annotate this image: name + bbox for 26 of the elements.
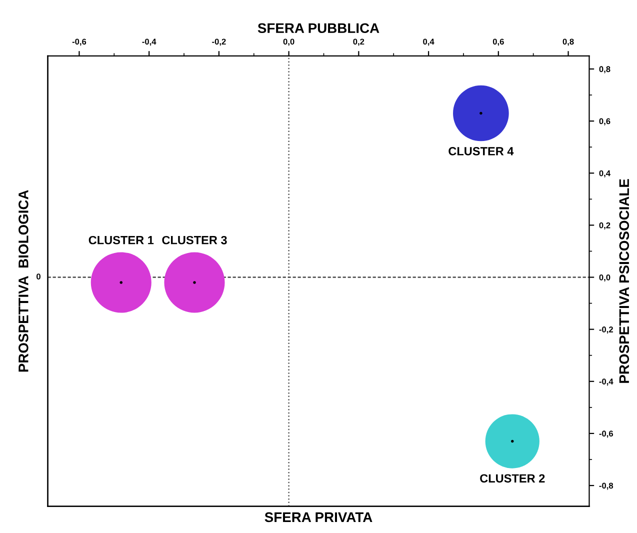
x-tick-label: 0,8: [562, 38, 574, 46]
x-tick-label: 0,2: [353, 38, 364, 46]
y-tick-label: -0,2: [599, 326, 613, 334]
series-label: CLUSTER 4: [448, 147, 514, 156]
series-label: CLUSTER 2: [480, 474, 545, 483]
series-label: CLUSTER 1: [88, 236, 154, 244]
y-tick-label: 0,8: [599, 66, 610, 74]
y2-axis-title: PROSPETTIVA BIOLOGICA: [18, 190, 28, 372]
y-tick-label: 0,2: [599, 222, 610, 230]
x-tick-label: 0,0: [283, 38, 294, 46]
y-axis-title: PROSPETTIVA PSICOSOCIALE: [619, 179, 630, 383]
annotation: 0: [36, 274, 40, 280]
y-tick-label: -0,6: [599, 430, 614, 438]
y-tick-label: -0,4: [599, 378, 614, 386]
series-label: CLUSTER 3: [162, 236, 227, 244]
y-tick-label: -0,8: [599, 482, 614, 490]
x2-axis-title: SFERA PRIVATA: [264, 512, 372, 522]
x-tick-label: 0,4: [423, 38, 434, 46]
x-axis-title: SFERA PUBBLICA: [258, 23, 380, 34]
y-tick-label: 0,4: [599, 170, 610, 178]
y-tick-label: 0,0: [599, 274, 610, 282]
x-tick-label: -0,4: [142, 38, 156, 46]
x-tick-label: 0,6: [492, 38, 504, 46]
x-tick-label: -0,2: [212, 38, 226, 46]
y-tick-label: 0,6: [599, 118, 610, 126]
x-tick-label: -0,6: [72, 38, 86, 46]
